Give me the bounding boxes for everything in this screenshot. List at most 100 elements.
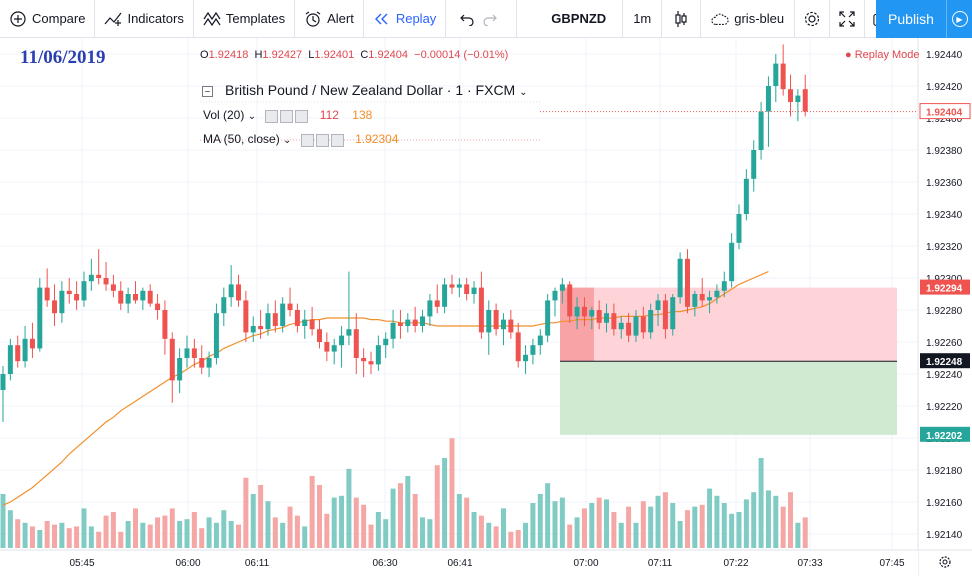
volume-bar (773, 495, 779, 548)
candle-body (199, 358, 205, 368)
candle-body (420, 316, 426, 326)
candle-body (228, 284, 234, 298)
volume-bar (655, 495, 661, 548)
visibility-icon[interactable] (300, 133, 314, 147)
volume-legend[interactable]: Vol (20) ⌄ 112 138 (203, 108, 372, 123)
y-tick-label: 1.92440 (926, 50, 963, 61)
volume-bar (324, 513, 330, 548)
price-chart[interactable]: 1.92440 1.92420 1.92400 1.92380 1.92360 1.923… (0, 38, 972, 576)
templates-button[interactable]: Templates (194, 0, 296, 38)
candle-body (611, 313, 617, 330)
axis-settings-icon (939, 556, 951, 568)
volume-bar (559, 497, 565, 548)
volume-bar (765, 490, 771, 548)
axis-settings-icon-center (942, 559, 948, 565)
candle-body (736, 214, 742, 243)
play-icon: ▶ (951, 11, 968, 27)
top-toolbar: Compare Indicators Templates Alert Repla… (0, 0, 972, 38)
x-tick-label: 06:00 (175, 558, 200, 569)
volume-bar (397, 483, 403, 548)
candle-body (670, 297, 676, 330)
candle-body (493, 310, 499, 330)
candle-body (699, 294, 705, 301)
volume-bar (353, 497, 359, 548)
y-tick-label: 1.92380 (926, 146, 963, 157)
candle-body (169, 338, 175, 381)
candle-body (213, 313, 219, 358)
candle-body (633, 316, 639, 336)
close-icon[interactable] (330, 133, 344, 147)
volume-bar (743, 499, 749, 548)
volume-bar (486, 522, 492, 548)
x-tick-label: 06:41 (447, 558, 472, 569)
candle-body (353, 329, 359, 358)
visibility-icon[interactable] (265, 109, 279, 123)
candle-body (552, 290, 558, 301)
close-icon[interactable] (295, 109, 309, 123)
alarm-clock-icon (304, 10, 322, 28)
candle-body (302, 319, 308, 326)
replay-button[interactable]: Replay (364, 0, 447, 38)
candle-body (427, 300, 433, 317)
volume-bar (302, 526, 308, 548)
candle-body (383, 338, 389, 346)
undo-icon[interactable] (458, 10, 476, 28)
compare-button[interactable]: Compare (0, 0, 96, 38)
volume-bar (596, 497, 602, 548)
settings-button[interactable] (795, 0, 831, 38)
fullscreen-button[interactable] (830, 0, 866, 38)
theme-button[interactable]: gris-bleu (701, 0, 796, 38)
volume-bar (236, 524, 242, 548)
volume-bar (589, 503, 595, 548)
candle-body (412, 319, 418, 326)
candle-body (206, 358, 212, 368)
take-profit-zone (560, 361, 897, 435)
settings-icon[interactable] (315, 133, 329, 147)
interval-button[interactable]: 1m (623, 0, 663, 38)
candle-body (618, 322, 624, 330)
indicators-label: Indicators (127, 11, 184, 26)
y-tick-label: 1.92420 (926, 82, 963, 93)
volume-bar (250, 494, 256, 548)
redo-icon[interactable] (481, 10, 499, 28)
price-label: 1.92294 (926, 284, 963, 295)
symbol-legend[interactable]: British Pound / New Zealand Dollar · 1 ·… (202, 82, 528, 98)
settings-icon[interactable] (280, 109, 294, 123)
chevron-down-icon[interactable]: ⌄ (283, 135, 292, 146)
y-tick-label: 1.92280 (926, 306, 963, 317)
indicators-button[interactable]: Indicators (95, 0, 194, 38)
candle-body (0, 374, 6, 390)
collapse-icon[interactable] (202, 85, 213, 97)
candle-body (589, 310, 595, 317)
volume-bar (132, 508, 138, 548)
volume-bar (221, 510, 227, 548)
candle-body (478, 287, 484, 333)
candle-body (449, 284, 455, 288)
volume-bar (736, 512, 742, 548)
x-tick-label: 07:11 (648, 558, 673, 569)
candle-body (280, 303, 286, 326)
volume-bar (59, 522, 65, 548)
chevron-down-icon[interactable]: ⌄ (247, 111, 257, 122)
publish-menu-button[interactable]: ▶ (946, 0, 972, 38)
candle-body (118, 290, 124, 304)
price-label: 1.92404 (926, 108, 963, 119)
ohlc-readout: O1.92418 H1.92427 L1.92401 C1.92404 −0.0… (200, 49, 508, 61)
symbol-search[interactable]: GBPNZD (517, 0, 624, 38)
x-tick-label: 07:00 (573, 558, 598, 569)
volume-bar (7, 510, 13, 548)
volume-bar (309, 476, 315, 548)
publish-button[interactable]: Publish (876, 0, 946, 38)
chart-style-button[interactable] (662, 0, 702, 38)
replay-mode-label: Replay Mode (854, 49, 920, 61)
volume-bar (103, 515, 109, 548)
candle-body (346, 329, 352, 336)
candle-body (765, 86, 771, 112)
undo-redo-group (446, 0, 518, 38)
chevron-down-icon[interactable]: ⌄ (519, 87, 528, 98)
alert-button[interactable]: Alert (295, 0, 364, 38)
volume-label: Vol (20) (203, 108, 245, 122)
ma-legend[interactable]: MA (50, close) ⌄ 1.92304 (203, 132, 399, 147)
volume-bar (530, 503, 536, 548)
candle-body (162, 310, 168, 339)
